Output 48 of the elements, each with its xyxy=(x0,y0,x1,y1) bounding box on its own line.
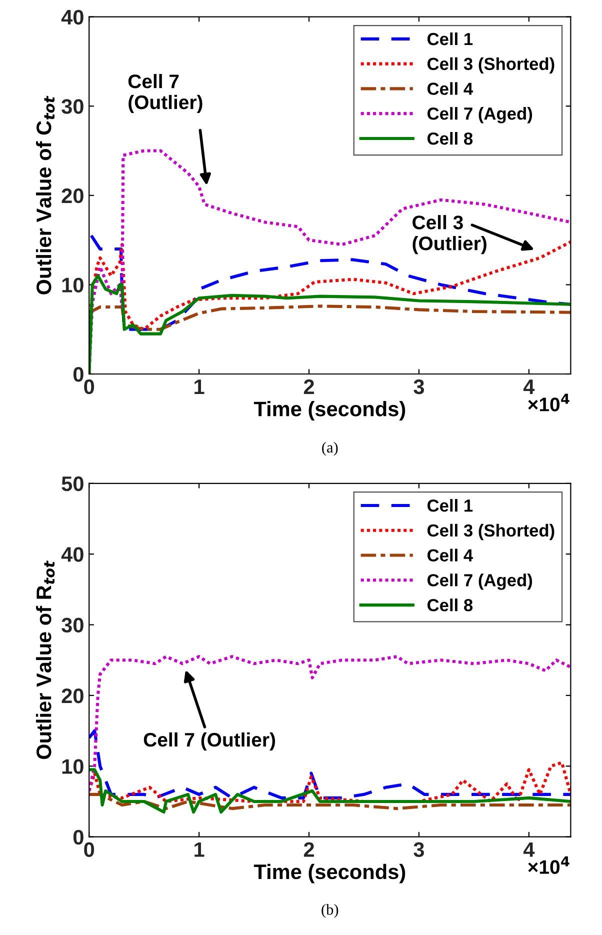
x-tick-label: 4 xyxy=(523,380,535,394)
legend-label: Cell 3 (Shorted) xyxy=(428,524,554,540)
y-tick-label: 40 xyxy=(61,547,84,562)
legend-label: Cell 7 (Aged) xyxy=(428,107,532,124)
y-axis-title: Outlier Value of C$_{tot}$ xyxy=(36,96,55,294)
annotation: Cell 3 (Outlier) xyxy=(412,215,486,254)
y-axis-title: Outlier Value of R$_{tot}$ xyxy=(36,560,55,760)
line-series xyxy=(89,729,571,800)
legend-label: Cell 3 (Shorted) xyxy=(428,57,554,74)
legend-label: Cell 4 xyxy=(428,548,474,562)
annotation: Cell 7 (Outlier) xyxy=(144,732,276,751)
y-tick-label: 20 xyxy=(62,188,84,204)
x-tick-label: 1 xyxy=(194,842,204,857)
x-tick-label: 3 xyxy=(414,842,424,858)
y-tick-label: 50 xyxy=(62,476,84,492)
text: (a) xyxy=(322,442,338,456)
line-series xyxy=(89,768,571,814)
y-tick-label: 10 xyxy=(62,759,84,774)
y-tick-label: 0 xyxy=(73,367,84,382)
y-tick-label: 10 xyxy=(62,278,84,292)
legend-label: Cell 7 (Aged) xyxy=(428,574,532,590)
y-tick-label: 20 xyxy=(62,688,84,704)
x-tick-label: 1 xyxy=(194,380,204,394)
y-tick-label: 40 xyxy=(61,10,84,25)
legend-label: Cell 8 xyxy=(428,132,473,145)
y-tick-label: 30 xyxy=(62,618,84,633)
x-tick-label: 3 xyxy=(414,379,424,394)
legend-label: Cell 8 xyxy=(428,598,473,612)
text: ×10$^{4}$ xyxy=(528,394,570,412)
line-series xyxy=(89,655,571,792)
text: ×10$^{4}$ xyxy=(528,856,570,874)
x-tick-label: 2 xyxy=(304,379,314,394)
x-axis-title: Time (seconds) xyxy=(254,401,406,420)
legend-label: Cell 1 xyxy=(428,32,473,46)
x-tick-label: 4 xyxy=(523,842,535,857)
x-axis-title: Time (seconds) xyxy=(254,864,406,884)
legend-label: Cell 4 xyxy=(428,82,474,95)
line-series xyxy=(89,792,571,810)
x-tick-label: 2 xyxy=(304,842,314,857)
text: (b) xyxy=(322,904,338,918)
line-series xyxy=(90,234,571,331)
x-tick-label: 0 xyxy=(84,842,94,857)
legend-label: Cell 1 xyxy=(428,499,473,512)
y-tick-label: 30 xyxy=(62,99,84,114)
x-tick-label: 0 xyxy=(84,379,94,394)
annotation: Cell 7 (Outlier) xyxy=(128,74,202,114)
y-tick-label: 0 xyxy=(73,830,84,845)
line-series xyxy=(89,761,571,804)
